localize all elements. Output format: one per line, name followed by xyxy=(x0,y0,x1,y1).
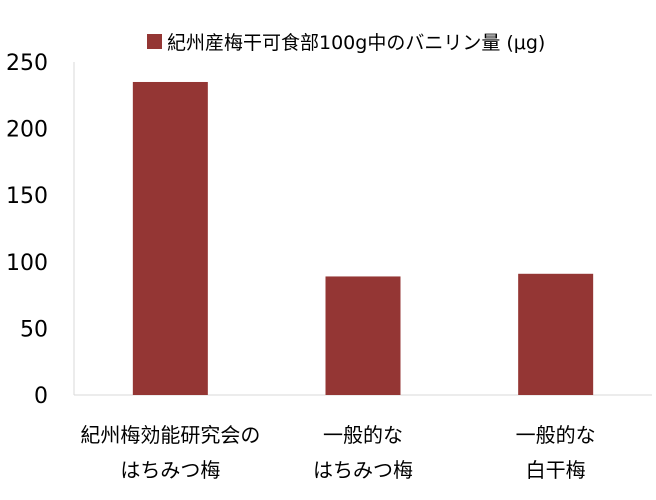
category-label: 一般的な xyxy=(516,423,596,447)
legend-swatch xyxy=(147,34,162,49)
legend-label: 紀州産梅干可食部100g中のバニリン量 (μg) xyxy=(167,32,545,54)
bars xyxy=(132,81,594,395)
category-label: 紀州梅効能研究会の xyxy=(80,423,260,447)
y-tick-label: 150 xyxy=(6,184,48,209)
bar xyxy=(325,276,401,395)
category-label: 白干梅 xyxy=(526,458,586,482)
y-tick-labels: 0 50 100 150 200 250 xyxy=(6,51,48,409)
category-label: 一般的な xyxy=(323,423,403,447)
bar xyxy=(132,81,208,395)
y-tick-label: 250 xyxy=(6,51,48,76)
bar xyxy=(518,273,594,395)
y-tick-label: 200 xyxy=(6,118,48,143)
category-label: はちみつ梅 xyxy=(120,458,220,482)
category-label: はちみつ梅 xyxy=(313,458,413,482)
y-tick-label: 50 xyxy=(20,317,48,342)
legend: 紀州産梅干可食部100g中のバニリン量 (μg) xyxy=(147,32,545,54)
y-tick-label: 0 xyxy=(34,384,48,409)
y-tick-label: 100 xyxy=(6,251,48,276)
